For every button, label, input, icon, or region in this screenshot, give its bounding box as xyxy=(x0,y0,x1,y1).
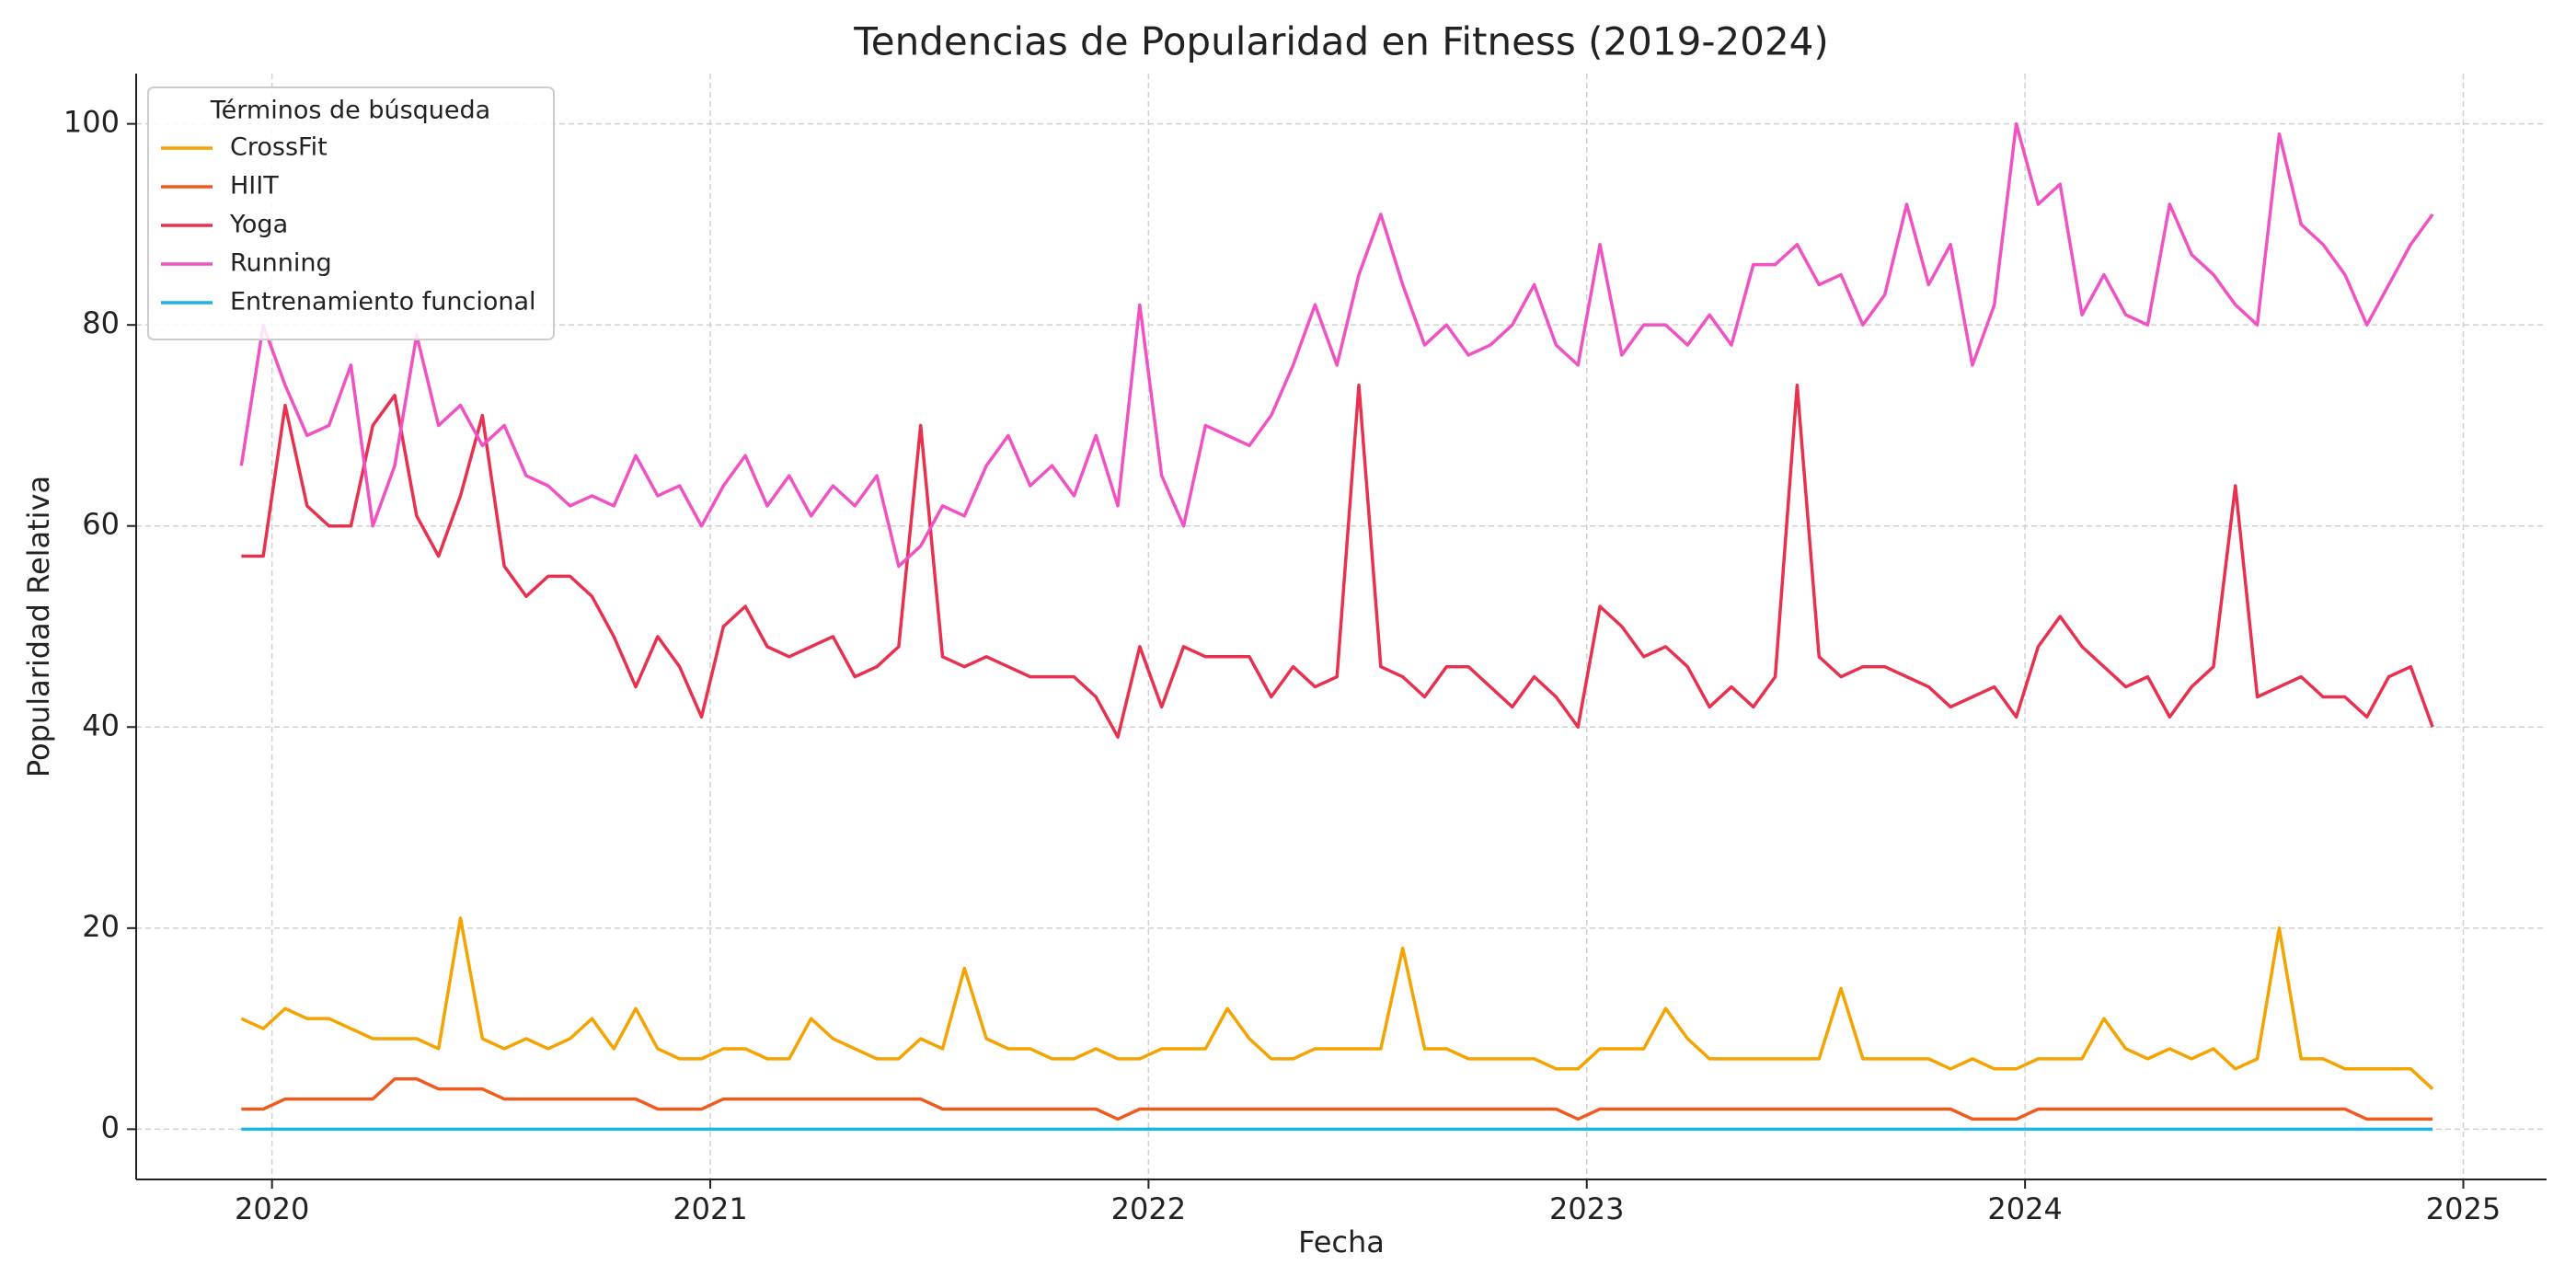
y-tick-label: 0 xyxy=(101,1110,120,1144)
series-line xyxy=(241,1076,2433,1121)
chart-title: Tendencias de Popularidad en Fitness (20… xyxy=(853,19,1829,64)
legend-label: Yoga xyxy=(229,211,288,239)
x-tick-label: 2020 xyxy=(235,1191,309,1226)
y-tick-label: 80 xyxy=(82,305,120,340)
y-tick-label: 40 xyxy=(82,707,120,742)
x-tick-label: 2022 xyxy=(1111,1191,1186,1226)
y-tick-label: 100 xyxy=(63,105,120,140)
y-tick-label: 60 xyxy=(82,507,120,542)
legend-label: HIIT xyxy=(230,172,279,201)
y-axis-label: Popularidad Relativa xyxy=(21,476,56,777)
x-tick-label: 2024 xyxy=(1987,1191,2062,1226)
series-line xyxy=(239,121,2434,569)
x-tick-label: 2025 xyxy=(2426,1191,2501,1226)
x-tick-label: 2023 xyxy=(1549,1191,1624,1226)
x-tick-label: 2021 xyxy=(673,1191,747,1226)
x-axis-label: Fecha xyxy=(1298,1225,1385,1259)
series-line xyxy=(240,916,2434,1090)
legend-label: Entrenamiento funcional xyxy=(230,288,536,316)
legend-title: Términos de búsqueda xyxy=(210,97,490,125)
legend-label: CrossFit xyxy=(230,133,328,162)
legend-box xyxy=(147,86,555,340)
y-tick-label: 20 xyxy=(82,909,120,944)
legend-label: Running xyxy=(230,249,332,278)
series-line xyxy=(241,383,2434,739)
